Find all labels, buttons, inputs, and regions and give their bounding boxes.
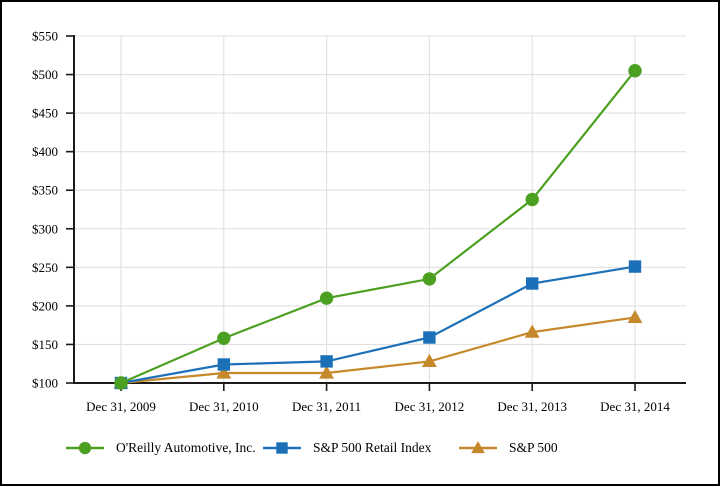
data-point-circle bbox=[78, 441, 92, 455]
data-point-triangle bbox=[524, 324, 540, 338]
legend-item-3: S&P 500 bbox=[458, 439, 558, 457]
data-point-circle bbox=[319, 291, 334, 305]
data-point-square bbox=[628, 260, 642, 273]
legend-item-1: O'Reilly Automotive, Inc. bbox=[65, 439, 256, 457]
series-line-1 bbox=[120, 70, 636, 385]
y-axis-label: $250 bbox=[32, 260, 58, 275]
y-axis-label: $300 bbox=[32, 221, 58, 236]
x-axis-label: Dec 31, 2010 bbox=[189, 399, 259, 414]
data-point-square bbox=[276, 442, 288, 454]
y-axis-label: $150 bbox=[32, 337, 58, 352]
data-point-triangle bbox=[471, 441, 485, 454]
data-point-square bbox=[320, 355, 333, 368]
data-point-triangle bbox=[422, 353, 437, 368]
series-line-2 bbox=[120, 265, 636, 385]
data-point-circle bbox=[525, 192, 539, 207]
data-point-circle bbox=[628, 63, 642, 78]
legend-label: S&P 500 bbox=[509, 440, 558, 455]
y-axis-label: $400 bbox=[32, 144, 58, 159]
data-point-square bbox=[217, 358, 230, 371]
data-point-circle bbox=[217, 331, 231, 345]
series-line-3 bbox=[120, 316, 636, 385]
y-axis-label: $550 bbox=[32, 29, 58, 44]
x-axis-label: Dec 31, 2013 bbox=[497, 399, 567, 414]
y-axis-label: $200 bbox=[32, 298, 58, 313]
data-point-square bbox=[423, 331, 436, 344]
chart-legend: O'Reilly Automotive, Inc. S&P 500 Retail … bbox=[2, 439, 718, 459]
legend-circle-icon bbox=[66, 441, 104, 455]
data-point-triangle bbox=[627, 309, 643, 324]
data-point-circle bbox=[114, 376, 128, 390]
data-point-triangle bbox=[319, 365, 334, 379]
legend-label: O'Reilly Automotive, Inc. bbox=[116, 440, 256, 455]
data-point-circle bbox=[422, 272, 437, 286]
legend-label: S&P 500 Retail Index bbox=[313, 440, 432, 455]
legend-square-icon bbox=[263, 442, 301, 454]
chart-plot-area: $100 $150 $200 $250 $300 $350 $400 $450 $500 $550… bbox=[2, 2, 718, 437]
y-axis-label: $100 bbox=[32, 376, 58, 391]
y-axis-label: $500 bbox=[32, 67, 58, 82]
performance-chart-svg: $100 $150 $200 $250 $300 $350 $400 $450 $500 $550… bbox=[32, 29, 686, 414]
data-point-square bbox=[526, 277, 539, 290]
y-axis-label: $450 bbox=[32, 106, 58, 121]
x-axis-label: Dec 31, 2009 bbox=[86, 399, 156, 414]
data-point-triangle bbox=[216, 365, 232, 379]
x-axis-label: Dec 31, 2011 bbox=[292, 399, 361, 414]
legend-triangle-icon bbox=[459, 441, 497, 454]
x-axis-label: Dec 31, 2012 bbox=[395, 399, 465, 414]
x-axis-label: Dec 31, 2014 bbox=[600, 399, 670, 414]
legend-item-2: S&P 500 Retail Index bbox=[262, 439, 431, 457]
y-axis-label: $350 bbox=[32, 183, 58, 198]
